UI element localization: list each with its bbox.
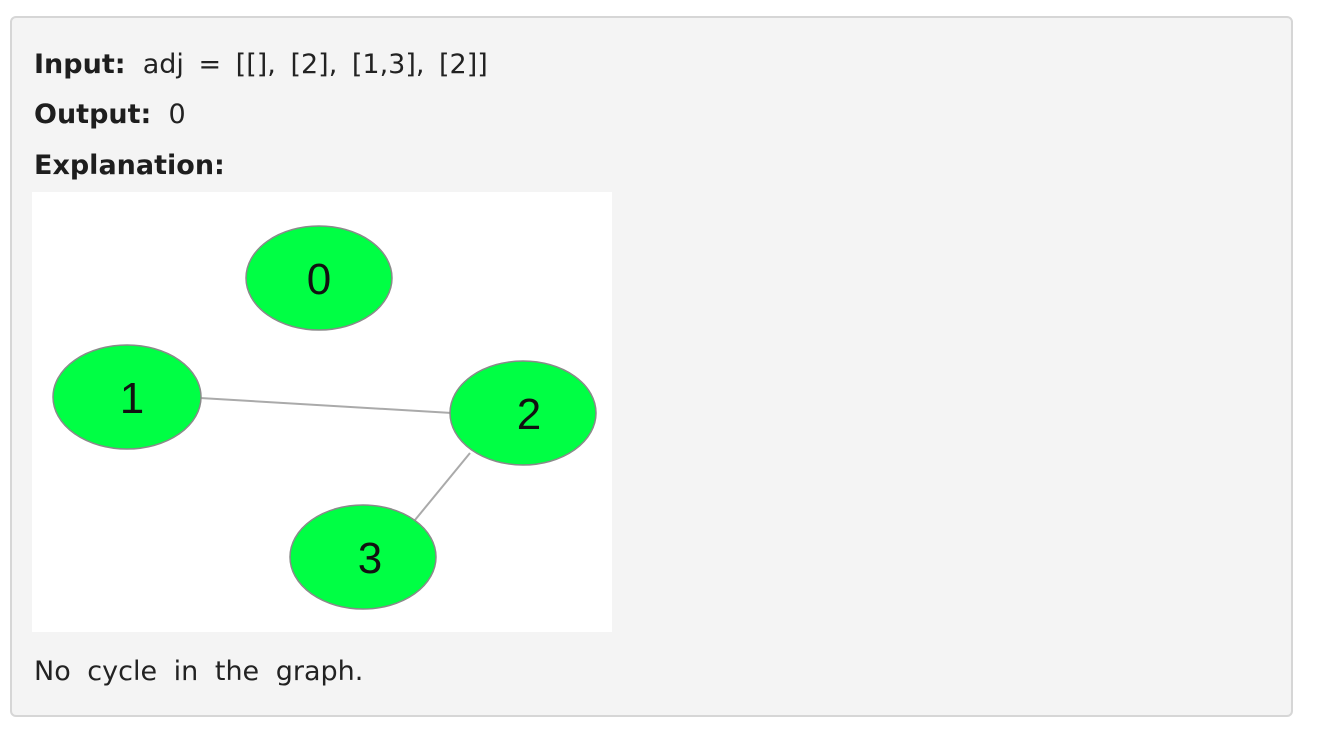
graph-edge-1-2: [199, 397, 453, 414]
graph-node-1-shape: [52, 344, 202, 450]
graph-node-3-shape: [289, 504, 437, 610]
example-box: Input: adj = [[], [2], [1,3], [2]] Outpu…: [10, 16, 1293, 717]
output-value: 0: [168, 99, 186, 130]
graph-node-3: 3: [289, 504, 437, 610]
explanation-text: No cycle in the graph.: [34, 656, 364, 687]
graph-node-2: 2: [449, 360, 597, 466]
graph-edge-2-3: [414, 452, 471, 521]
input-label: Input:: [34, 49, 126, 80]
graph-node-1: 1: [52, 344, 202, 450]
output-line: Output: 0: [34, 98, 186, 132]
graph-node-0-label: 0: [307, 255, 331, 304]
input-line: Input: adj = [[], [2], [1,3], [2]]: [34, 48, 488, 82]
explanation-label: Explanation:: [34, 150, 225, 181]
graph-diagram: 0 1 2 3: [52, 225, 597, 610]
graph-node-0-shape: [245, 225, 393, 331]
graph-node-3-label: 3: [358, 534, 382, 583]
graph-node-2-shape: [449, 360, 597, 466]
graph-figure: 0 1 2 3: [32, 192, 612, 632]
explanation-line: Explanation:: [34, 149, 225, 183]
input-value: adj = [[], [2], [1,3], [2]]: [142, 49, 488, 80]
graph-node-2-label: 2: [517, 390, 541, 439]
graph-node-1-label: 1: [120, 374, 144, 423]
graph-node-0: 0: [245, 225, 393, 331]
output-label: Output:: [34, 99, 152, 130]
